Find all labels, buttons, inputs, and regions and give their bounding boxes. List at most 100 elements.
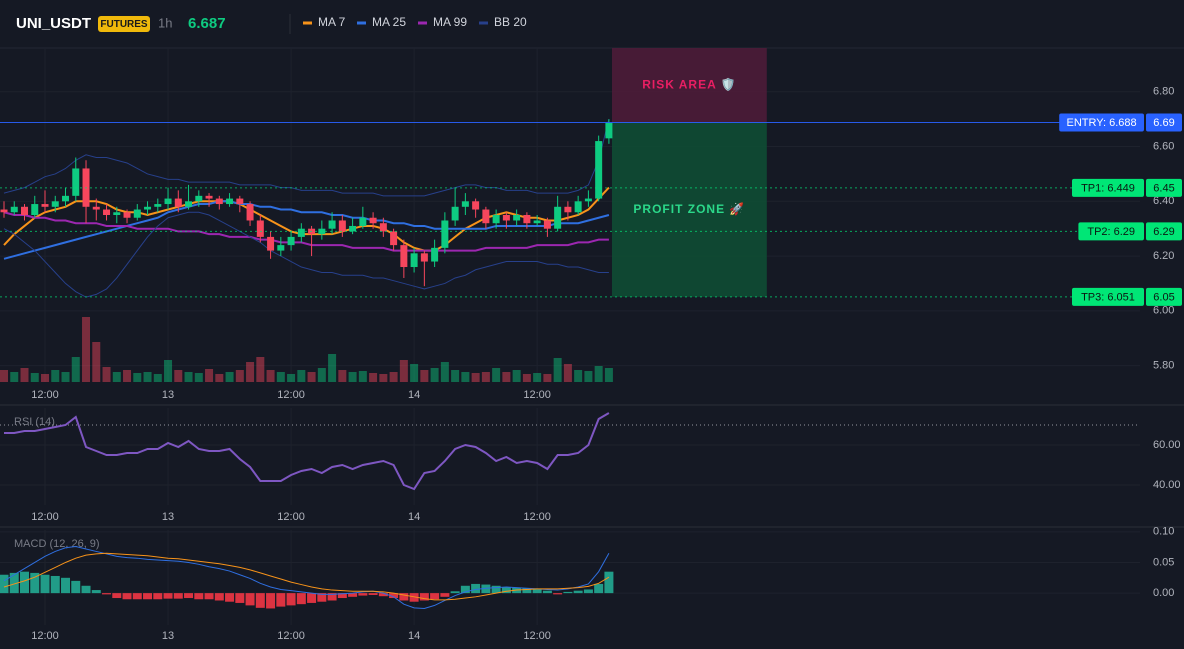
volume-bar xyxy=(471,373,480,382)
level-price: 6.69 xyxy=(1153,117,1174,129)
histogram-bar xyxy=(9,572,19,594)
candle-body xyxy=(164,198,172,205)
histogram-bar xyxy=(173,593,183,599)
level-price: 6.29 xyxy=(1153,226,1174,238)
histogram-bar xyxy=(266,593,276,609)
volume-bar xyxy=(307,372,316,382)
volume-bar xyxy=(584,371,593,382)
volume-bar xyxy=(430,368,439,382)
volume-bar xyxy=(563,364,572,382)
legend-label: BB 20 xyxy=(494,15,527,29)
histogram-bar xyxy=(40,574,50,594)
histogram-bar xyxy=(450,591,460,594)
indicator-line xyxy=(3,200,610,260)
histogram-bar xyxy=(358,593,368,596)
candle-body xyxy=(390,231,398,246)
candle-body xyxy=(328,220,336,229)
volume-bar xyxy=(512,370,521,382)
candle-body xyxy=(133,209,141,218)
level-price-box xyxy=(1146,222,1182,241)
last-price: 6.687 xyxy=(188,15,226,32)
candle-body xyxy=(185,201,193,207)
volume-bar xyxy=(389,372,398,382)
macd-line xyxy=(3,552,610,601)
y-tick-label: 0.00 xyxy=(1153,587,1174,599)
volume-bar xyxy=(71,357,80,382)
histogram-bar xyxy=(583,589,593,594)
histogram-bar xyxy=(184,593,194,599)
pane-title: RSI (14) xyxy=(14,416,55,428)
volume-bar xyxy=(174,370,183,382)
candle-body xyxy=(461,201,469,207)
volume-bar xyxy=(399,360,408,382)
x-tick-label: 13 xyxy=(162,511,174,523)
candle-body xyxy=(543,220,551,229)
histogram-bar xyxy=(542,590,552,594)
candle-body xyxy=(195,195,203,202)
y-tick-label: 6.80 xyxy=(1153,86,1174,98)
histogram-bar xyxy=(194,593,204,600)
x-tick-label: 12:00 xyxy=(31,511,59,523)
x-tick-label: 13 xyxy=(162,630,174,642)
level-price-box xyxy=(1146,287,1182,306)
candle-body xyxy=(226,198,234,205)
candle-body xyxy=(246,204,254,221)
volume-bar xyxy=(492,368,501,382)
histogram-bar xyxy=(30,572,40,594)
volume-bar xyxy=(112,372,121,382)
volume-bar xyxy=(266,370,275,382)
zone xyxy=(611,122,767,297)
volume-bar xyxy=(215,374,224,382)
histogram-bar xyxy=(163,593,173,599)
candle-body xyxy=(72,168,80,196)
volume-bar xyxy=(410,364,419,382)
histogram-bar xyxy=(563,591,573,594)
candle-body xyxy=(215,198,223,205)
histogram-bar xyxy=(522,588,532,594)
histogram-bar xyxy=(460,585,470,594)
histogram-bar xyxy=(255,593,265,608)
candle-body xyxy=(103,209,111,215)
candle-body xyxy=(174,198,182,207)
volume-bar xyxy=(379,374,388,382)
histogram-bar xyxy=(143,593,153,600)
indicator-line xyxy=(3,211,609,298)
volume-bar xyxy=(10,372,19,382)
zone-label: RISK AREA 🛡️ xyxy=(642,77,736,91)
candle-body xyxy=(379,223,387,232)
histogram-bar xyxy=(204,593,214,600)
volume-bar xyxy=(420,370,429,382)
histogram-bar xyxy=(71,580,81,594)
legend-label: MA 25 xyxy=(372,15,406,29)
candle-body xyxy=(564,206,572,213)
x-tick-label: 14 xyxy=(408,630,420,642)
legend-label: MA 99 xyxy=(433,15,467,29)
candle-body xyxy=(205,195,213,199)
volume-bar xyxy=(225,372,234,382)
volume-bar xyxy=(205,369,214,382)
volume-bar xyxy=(61,372,70,382)
level-price: 6.45 xyxy=(1153,182,1174,194)
candle-body xyxy=(441,220,449,248)
level-price-box xyxy=(1146,113,1182,132)
histogram-bar xyxy=(81,585,91,594)
badge xyxy=(98,16,150,32)
histogram-bar xyxy=(368,593,378,595)
volume-bar xyxy=(451,370,460,382)
volume-bar xyxy=(481,372,490,382)
volume-bar xyxy=(143,372,152,382)
volume-bar xyxy=(574,370,583,382)
candle-body xyxy=(574,201,582,213)
histogram-bar xyxy=(604,571,614,594)
y-tick-label: 6.00 xyxy=(1153,305,1174,317)
candle-body xyxy=(492,215,500,224)
candle-body xyxy=(62,195,70,202)
volume-bar xyxy=(256,357,265,382)
histogram-bar xyxy=(409,593,419,602)
volume-bar xyxy=(317,368,326,382)
volume-bar xyxy=(30,373,39,382)
histogram-bar xyxy=(122,593,132,600)
histogram-bar xyxy=(327,593,337,601)
candle-body xyxy=(41,204,49,207)
